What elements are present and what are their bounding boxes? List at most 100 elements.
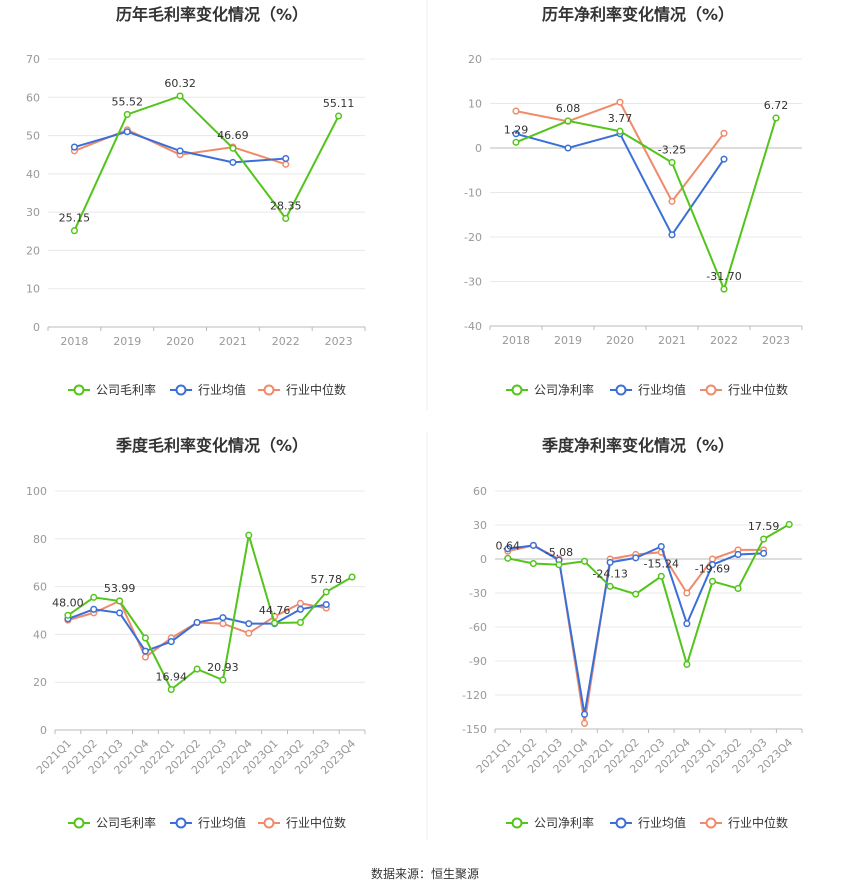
legend-label: 公司净利率 bbox=[534, 382, 594, 397]
y-tick-label: 20 bbox=[468, 53, 482, 66]
data-point bbox=[282, 154, 290, 163]
avg-series-line bbox=[515, 132, 725, 237]
chart-title: 季度毛利率变化情况（%） bbox=[115, 436, 308, 455]
legend-item: 行业均值 bbox=[170, 815, 246, 830]
company-series-line bbox=[507, 523, 790, 668]
legend-marker bbox=[615, 384, 627, 396]
legend-marker bbox=[511, 817, 523, 829]
legend-marker bbox=[615, 817, 627, 829]
data-point bbox=[271, 619, 279, 627]
legend-marker bbox=[175, 384, 187, 396]
data-label: -3.25 bbox=[658, 143, 686, 156]
company-series-line bbox=[67, 534, 353, 692]
data-label: -5.08 bbox=[545, 546, 573, 559]
data-label: 57.78 bbox=[311, 573, 343, 586]
company-series bbox=[64, 531, 356, 694]
legend-marker bbox=[73, 384, 85, 396]
legend-marker bbox=[263, 384, 275, 396]
legend-label: 行业中位数 bbox=[286, 815, 346, 830]
company-series-line bbox=[515, 117, 777, 293]
y-tick-label: -60 bbox=[469, 621, 487, 634]
y-tick-label: -90 bbox=[469, 655, 487, 668]
data-point bbox=[580, 557, 589, 565]
data-label: 0.64 bbox=[496, 539, 521, 552]
x-tick-label: 2020 bbox=[166, 335, 194, 348]
data-point bbox=[219, 676, 227, 684]
data-label: 25.15 bbox=[59, 212, 91, 225]
x-tick-label: 2020 bbox=[606, 334, 634, 347]
y-tick-label: 70 bbox=[26, 53, 40, 66]
data-label: -24.13 bbox=[592, 567, 627, 580]
x-tick-label: 2018 bbox=[502, 334, 530, 347]
data-point bbox=[632, 590, 640, 598]
legend-item: 行业均值 bbox=[610, 815, 686, 830]
data-point bbox=[564, 117, 572, 125]
data-point bbox=[90, 605, 98, 613]
data-point bbox=[734, 550, 742, 559]
avg-series bbox=[70, 128, 290, 166]
data-point bbox=[245, 531, 253, 539]
data-point bbox=[116, 597, 124, 605]
data-point bbox=[296, 618, 304, 627]
legend-item: 行业均值 bbox=[610, 382, 686, 397]
chart-title: 历年净利率变化情况（%） bbox=[542, 5, 734, 24]
data-point bbox=[668, 231, 676, 239]
data-label: 6.72 bbox=[764, 99, 789, 112]
avg-series bbox=[512, 130, 728, 239]
data-point bbox=[176, 92, 184, 100]
legend-item: 行业中位数 bbox=[258, 815, 346, 830]
data-point bbox=[167, 638, 175, 646]
y-tick-label: 100 bbox=[26, 485, 47, 498]
data-point bbox=[167, 685, 175, 694]
data-point bbox=[657, 572, 665, 580]
x-tick-label: 2018 bbox=[60, 335, 88, 348]
legend-marker bbox=[511, 384, 523, 396]
data-point bbox=[193, 665, 201, 673]
data-point bbox=[123, 128, 131, 136]
data-label: 20.93 bbox=[207, 661, 239, 674]
company-series bbox=[512, 114, 780, 293]
company-series bbox=[504, 520, 793, 668]
y-tick-label: 20 bbox=[33, 676, 47, 689]
data-point bbox=[64, 611, 72, 619]
data-point bbox=[512, 107, 520, 115]
y-tick-label: 50 bbox=[26, 130, 40, 143]
data-label: 55.52 bbox=[112, 95, 144, 108]
data-point bbox=[90, 593, 98, 601]
data-label: 46.69 bbox=[217, 129, 249, 142]
data-point bbox=[348, 573, 356, 581]
data-point bbox=[720, 155, 728, 163]
y-tick-label: 60 bbox=[473, 485, 487, 498]
data-point bbox=[512, 130, 520, 138]
data-point bbox=[322, 600, 330, 609]
avg-series bbox=[504, 541, 768, 718]
data-point bbox=[219, 614, 227, 622]
y-tick-label: 0 bbox=[480, 553, 487, 566]
data-source-footer: 数据来源：恒生聚源 bbox=[371, 866, 479, 881]
data-point bbox=[296, 605, 304, 613]
data-point bbox=[708, 561, 717, 569]
legend-label: 行业均值 bbox=[198, 382, 246, 397]
x-tick-label: 2021 bbox=[658, 334, 686, 347]
data-point bbox=[683, 589, 691, 597]
data-point bbox=[708, 577, 717, 585]
y-tick-label: 10 bbox=[468, 98, 482, 111]
data-label: 55.11 bbox=[323, 97, 355, 110]
data-point bbox=[193, 618, 201, 627]
x-tick-label: 2021 bbox=[219, 335, 247, 348]
legend-marker bbox=[705, 817, 717, 829]
data-point bbox=[245, 629, 253, 637]
y-tick-label: 60 bbox=[26, 91, 40, 104]
x-tick-label: 2022 bbox=[710, 334, 738, 347]
data-point bbox=[335, 112, 343, 120]
data-label: 1.29 bbox=[504, 123, 529, 136]
chart-panel-2: 历年净利率变化情况（%） -40 -30 -20 -10 0 10 20 2018 2019 202… bbox=[464, 5, 803, 397]
data-point bbox=[70, 143, 78, 151]
data-point bbox=[282, 214, 290, 223]
legend-item: 公司毛利率 bbox=[68, 382, 156, 397]
x-tick-label: 2019 bbox=[113, 335, 141, 348]
company-series-line bbox=[73, 94, 340, 232]
company-series bbox=[70, 92, 343, 235]
